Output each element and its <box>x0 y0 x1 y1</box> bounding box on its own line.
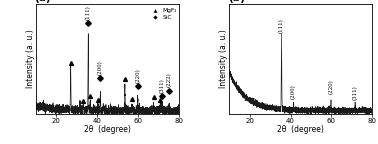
Text: (200): (200) <box>291 84 296 98</box>
Text: (222): (222) <box>167 73 172 87</box>
Text: (220): (220) <box>135 68 140 83</box>
X-axis label: 2θ  (degree): 2θ (degree) <box>84 125 131 134</box>
Y-axis label: Intensity (a. u.): Intensity (a. u.) <box>219 30 228 88</box>
Text: (311): (311) <box>159 78 164 93</box>
Text: (220): (220) <box>328 80 334 94</box>
Legend: MgF₂, SiC: MgF₂, SiC <box>149 7 178 21</box>
Text: (200): (200) <box>98 60 103 75</box>
Text: (111): (111) <box>86 5 91 20</box>
Text: (311): (311) <box>353 85 358 100</box>
Text: (111): (111) <box>279 18 284 33</box>
X-axis label: 2θ  (degree): 2θ (degree) <box>277 125 324 134</box>
Text: (a): (a) <box>34 0 51 3</box>
Text: (b): (b) <box>228 0 245 3</box>
Y-axis label: Intensity (a. u.): Intensity (a. u.) <box>26 30 34 88</box>
